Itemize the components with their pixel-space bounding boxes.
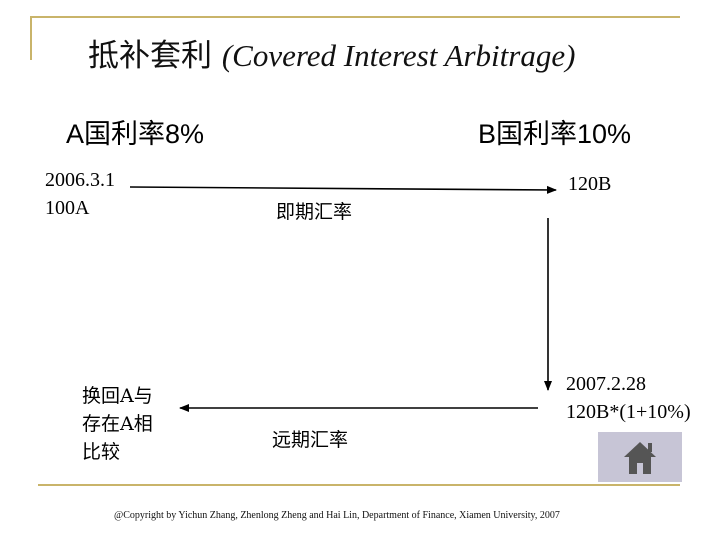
start-amount: 100A xyxy=(45,197,90,219)
start-date: 2006.3.1 xyxy=(45,169,115,191)
spot-exchange-arrow xyxy=(129,185,557,194)
maturity-node: 2007.2.28 120B*(1+10%) xyxy=(566,370,691,426)
slide-title: 抵补套利 (Covered Interest Arbitrage) xyxy=(88,30,575,75)
country-a-interest-label: A国利率8% xyxy=(66,119,205,149)
frame-accent-horizontal xyxy=(30,16,680,18)
exchange-back-line-2: 存在A相 xyxy=(82,413,153,435)
frame-accent-vertical xyxy=(30,16,32,60)
country-b-interest-label: B国利率10% xyxy=(478,119,632,149)
exchange-back-line-3: 比较 xyxy=(82,441,121,463)
start-node: 2006.3.1 100A xyxy=(45,166,115,222)
home-icon xyxy=(624,442,656,474)
maturity-amount: 120B*(1+10%) xyxy=(566,401,691,423)
maturity-date: 2007.2.28 xyxy=(566,373,646,395)
copyright-footer: @Copyright by Yichun Zhang, Zhenlong Zhe… xyxy=(114,510,560,521)
title-chinese: 抵补套利 xyxy=(88,38,212,74)
exchange-back-note: 换回A与 存在A相 比较 xyxy=(82,382,153,466)
exchange-back-line-1: 换回A与 xyxy=(82,385,153,407)
home-button[interactable] xyxy=(598,432,682,482)
spot-rate-label: 即期汇率 xyxy=(276,201,353,223)
footer-divider xyxy=(38,484,680,486)
b-amount: 120B xyxy=(568,173,612,195)
title-english: (Covered Interest Arbitrage) xyxy=(221,38,576,73)
forward-rate-label: 远期汇率 xyxy=(272,429,349,451)
